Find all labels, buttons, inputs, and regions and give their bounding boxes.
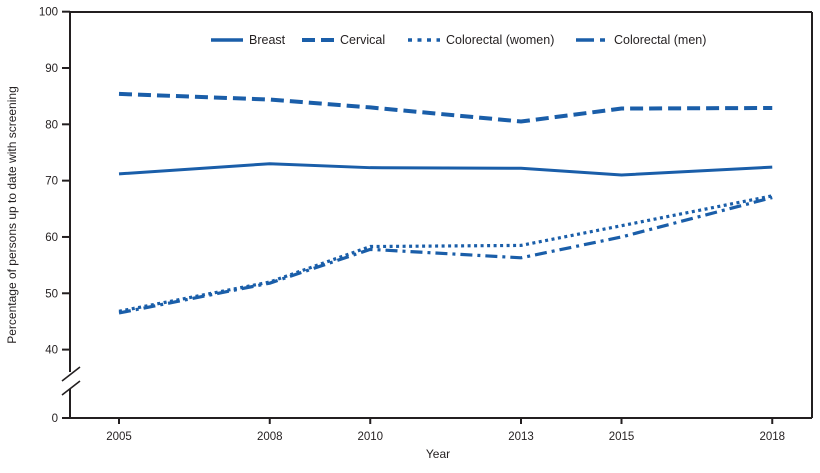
x-tick-label: 2008 xyxy=(257,431,283,443)
legend-item-colorectal-women: Colorectal (women) xyxy=(408,32,554,48)
legend-label: Colorectal (women) xyxy=(446,33,555,47)
chart-legend: Breast Cervical Colorectal (women) Color… xyxy=(0,32,820,48)
y-axis-title: Percentage of persons up to date with sc… xyxy=(5,86,19,344)
y-tick-label: 90 xyxy=(45,63,58,75)
dash-dot-line-swatch-icon xyxy=(576,38,608,42)
dashed-line-swatch-icon xyxy=(302,38,334,42)
series-line-colorectal-men xyxy=(118,195,773,315)
x-tick-label: 2018 xyxy=(759,431,785,443)
series-line-cervical xyxy=(118,91,773,124)
legend-item-cervical: Cervical xyxy=(302,32,385,48)
y-tick-label: 50 xyxy=(45,288,58,300)
y-tick-label: 80 xyxy=(45,119,58,131)
x-tick-label: 2010 xyxy=(357,431,383,443)
solid-line-swatch-icon xyxy=(211,38,243,42)
y-tick-label: 60 xyxy=(45,232,58,244)
legend-item-colorectal-men: Colorectal (men) xyxy=(576,32,706,48)
y-tick-label: 0 xyxy=(52,413,58,425)
x-axis-title: Year xyxy=(426,447,450,461)
legend-label: Breast xyxy=(249,33,286,47)
legend-label: Colorectal (men) xyxy=(614,33,707,47)
generated-chart-elements: 0 40 50 60 70 80 90 100 2005 2008 2010 2013 2015 2018 xyxy=(39,7,785,443)
x-tick-label: 2013 xyxy=(508,431,534,443)
legend-label: Cervical xyxy=(340,33,386,47)
x-tick-label: 2005 xyxy=(106,431,132,443)
y-tick-label: 100 xyxy=(39,7,58,19)
y-tick-label: 40 xyxy=(45,345,58,357)
dotted-line-swatch-icon xyxy=(408,38,440,42)
x-tick-label: 2015 xyxy=(609,431,635,443)
axis-break-mark xyxy=(61,380,81,396)
legend-item-breast: Breast xyxy=(211,32,285,48)
y-tick-label: 70 xyxy=(45,176,58,188)
series-line-breast xyxy=(118,162,773,177)
axis-break-mark xyxy=(61,366,81,382)
